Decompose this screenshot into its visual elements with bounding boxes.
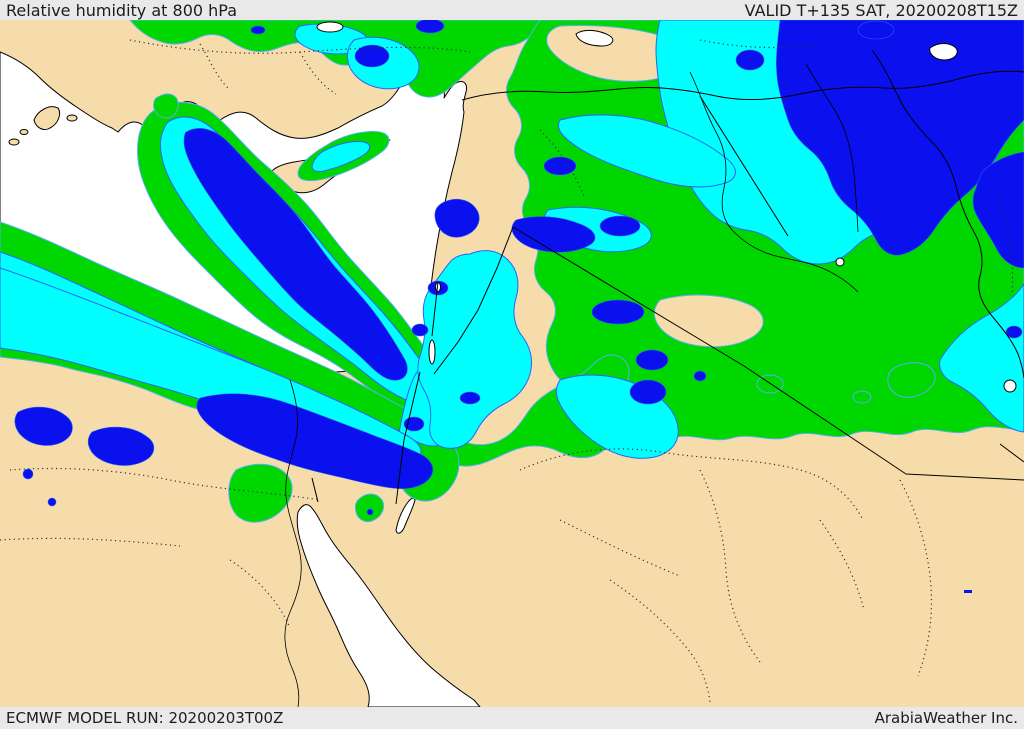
cyan-zagros-strip bbox=[939, 283, 1024, 433]
border-syria-iraq bbox=[699, 95, 789, 237]
blue-syria-bar bbox=[511, 216, 596, 253]
blue-egypt-west-1 bbox=[14, 406, 73, 446]
dotted-iran-1 bbox=[999, 199, 1014, 295]
gulf-of-aqaba bbox=[395, 497, 416, 534]
euphrates-river bbox=[689, 71, 859, 293]
border-turkey-syria bbox=[461, 70, 1024, 101]
blue-mediterranean-core bbox=[183, 128, 408, 381]
green-antalya-coast-spot bbox=[153, 93, 179, 119]
blue-spot bbox=[599, 215, 641, 237]
dotted-saudi-4 bbox=[819, 519, 865, 611]
humidity-map-canvas[interactable] bbox=[0, 20, 1024, 707]
blue-northeast-core bbox=[776, 20, 1024, 256]
blue-turkey-spot bbox=[354, 44, 390, 68]
lake-van bbox=[929, 43, 958, 61]
blue-zagros-core bbox=[972, 151, 1024, 269]
border-israel-jordan bbox=[431, 281, 439, 337]
cyan-levant-jordan bbox=[417, 250, 533, 449]
cyan-syria-tongue-north bbox=[558, 114, 736, 188]
dotted-saudi-1 bbox=[519, 448, 863, 519]
blue-spot bbox=[629, 379, 667, 405]
blue-egypt-west-2 bbox=[87, 426, 155, 466]
cyan-cyprus-east-core bbox=[311, 141, 371, 173]
aegean-islet bbox=[19, 129, 29, 135]
blue-spot bbox=[693, 370, 707, 382]
blue-spot bbox=[411, 323, 429, 337]
blue-egypt-core bbox=[196, 393, 434, 490]
border-jordan-iraq-saudi bbox=[512, 226, 1024, 481]
blue-turkey-spot bbox=[415, 20, 445, 34]
blue-dot bbox=[22, 468, 34, 480]
lake-layer bbox=[316, 21, 1017, 393]
lake-dead-sea bbox=[428, 339, 436, 365]
border-egypt-israel bbox=[395, 371, 421, 505]
green-aqaba-head-pocket bbox=[354, 493, 385, 523]
country-borders bbox=[284, 49, 1024, 707]
aegean-islet bbox=[8, 138, 20, 146]
green-spot bbox=[852, 390, 872, 404]
admin-borders-dotted bbox=[0, 39, 1014, 703]
blue-lebanon-bar bbox=[434, 199, 480, 238]
border-iraq-kuwait bbox=[999, 443, 1024, 463]
border-jordan-saudi bbox=[433, 226, 514, 375]
green-turkey-top-band bbox=[129, 20, 541, 98]
lake-tharthar bbox=[835, 257, 845, 267]
blue-spot bbox=[857, 20, 895, 40]
blue-artifact-dash bbox=[964, 590, 972, 593]
blue-dot bbox=[47, 497, 57, 507]
map-header-bar: Relative humidity at 800 hPa VALID T+135… bbox=[0, 0, 1024, 20]
lake-razzaza bbox=[1003, 379, 1017, 393]
map-title: Relative humidity at 800 hPa bbox=[6, 0, 238, 20]
valid-time-label: VALID T+135 SAT, 20200208T15Z bbox=[744, 0, 1018, 20]
blue-spot bbox=[591, 299, 645, 325]
dotted-saudi-6 bbox=[609, 579, 711, 703]
green-egypt-south-blob bbox=[228, 463, 293, 523]
map-footer-bar: ECMWF MODEL RUN: 20200203T00Z ArabiaWeat… bbox=[0, 707, 1024, 729]
rhodes-island bbox=[33, 106, 61, 131]
blue-spot bbox=[1005, 325, 1023, 339]
aegean-islet bbox=[66, 114, 78, 122]
nile-river bbox=[284, 379, 302, 707]
dotted-turkey-2 bbox=[299, 51, 337, 95]
lake-beysehir bbox=[316, 21, 344, 33]
model-run-label: ECMWF MODEL RUN: 20200203T00Z bbox=[6, 709, 284, 727]
border-iraq-iran bbox=[871, 49, 1024, 379]
green-saudi-north-blob bbox=[887, 362, 936, 398]
blue-spot bbox=[459, 391, 481, 405]
blue-spot bbox=[735, 49, 765, 71]
dotted-saudi-2 bbox=[559, 519, 681, 577]
lake-tuz bbox=[575, 29, 614, 47]
humidity-very-high-layer bbox=[14, 20, 1024, 593]
branding-label: ArabiaWeather Inc. bbox=[874, 709, 1018, 727]
suez-canal bbox=[311, 477, 319, 503]
blue-spot bbox=[543, 156, 577, 176]
tigris-river bbox=[805, 63, 859, 233]
blue-aqaba-dot bbox=[366, 508, 374, 516]
red-sea bbox=[296, 504, 481, 707]
blue-spot bbox=[635, 349, 669, 371]
dotted-turkey-4 bbox=[699, 39, 821, 49]
blue-turkey-spot bbox=[250, 25, 266, 35]
